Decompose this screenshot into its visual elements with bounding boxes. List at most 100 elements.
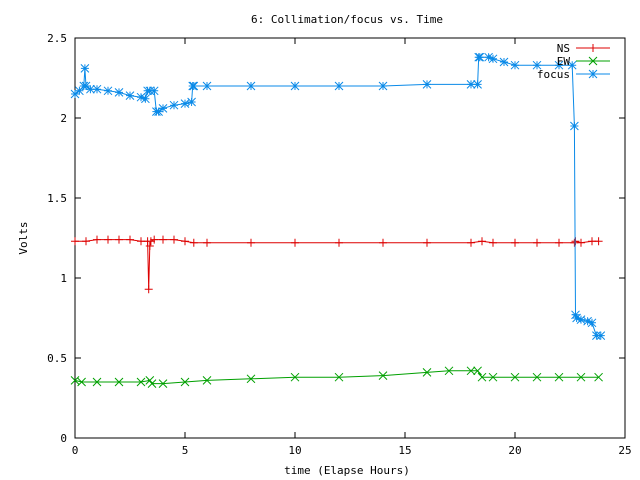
data-point xyxy=(189,238,198,247)
data-point xyxy=(422,368,432,377)
data-point xyxy=(86,84,95,94)
data-point xyxy=(592,331,601,340)
data-point xyxy=(596,331,606,340)
legend-item: focus xyxy=(537,68,610,81)
data-point xyxy=(334,81,344,91)
series-layer xyxy=(70,52,606,388)
data-point xyxy=(466,366,476,376)
y-tick-label: 1.5 xyxy=(47,192,67,205)
legend-label: EW xyxy=(557,55,571,68)
data-point xyxy=(532,372,542,382)
data-point xyxy=(583,316,592,326)
data-point xyxy=(466,80,476,89)
data-point xyxy=(588,69,598,79)
data-point xyxy=(475,52,485,62)
data-point xyxy=(92,84,102,94)
y-tick-label: 1 xyxy=(60,272,67,285)
data-point xyxy=(150,235,159,244)
data-point xyxy=(141,94,150,104)
x-tick-label: 0 xyxy=(72,444,79,457)
data-point xyxy=(147,379,157,388)
data-point xyxy=(136,92,146,102)
data-point xyxy=(422,80,432,89)
data-point xyxy=(571,310,580,320)
data-point xyxy=(93,235,101,244)
legend-item: EW xyxy=(557,55,610,68)
data-point xyxy=(114,88,124,97)
data-point xyxy=(499,57,509,67)
data-point xyxy=(488,54,498,64)
data-point xyxy=(77,377,86,387)
legend-item: NS xyxy=(557,42,610,55)
data-point xyxy=(588,56,598,66)
data-point xyxy=(378,371,388,380)
data-point xyxy=(510,60,520,70)
y-axis-label: Volts xyxy=(17,221,30,254)
data-point xyxy=(467,238,475,247)
plot-frame xyxy=(74,37,626,439)
data-point xyxy=(70,376,80,385)
data-point xyxy=(104,235,112,244)
data-point xyxy=(81,81,91,91)
data-point xyxy=(159,235,167,244)
data-point xyxy=(554,372,564,382)
chart-title: 6: Collimation/focus vs. Time xyxy=(251,13,443,26)
y-tick-label: 0.5 xyxy=(47,352,67,365)
data-point xyxy=(577,238,585,247)
data-point xyxy=(484,52,493,62)
data-point xyxy=(473,366,482,376)
data-point xyxy=(589,44,597,52)
x-tick-label: 25 xyxy=(618,444,631,457)
data-point xyxy=(576,372,586,382)
data-point xyxy=(555,238,563,247)
data-point xyxy=(247,238,255,247)
series-line xyxy=(74,56,601,337)
data-point xyxy=(126,235,134,244)
data-point xyxy=(181,237,189,246)
data-point xyxy=(290,81,300,91)
data-point xyxy=(145,242,154,250)
series-focus xyxy=(70,52,606,340)
data-point xyxy=(146,237,155,246)
series-ns xyxy=(71,235,603,294)
data-point xyxy=(187,97,196,107)
data-point xyxy=(158,379,168,388)
data-point xyxy=(202,376,212,385)
data-point xyxy=(136,377,146,387)
data-point xyxy=(203,238,211,247)
x-tick-label: 20 xyxy=(508,444,521,457)
data-point xyxy=(158,104,168,113)
data-point xyxy=(572,313,581,323)
data-point xyxy=(378,81,388,91)
data-point xyxy=(473,80,482,89)
data-point xyxy=(202,81,212,91)
data-point xyxy=(423,238,431,247)
data-point xyxy=(75,86,84,96)
data-point xyxy=(246,374,256,384)
data-point xyxy=(246,81,256,91)
data-point xyxy=(334,372,344,382)
data-point xyxy=(532,60,542,70)
y-tick-label: 2.5 xyxy=(47,32,67,45)
data-point xyxy=(587,318,597,328)
data-point xyxy=(170,235,178,244)
data-point xyxy=(70,89,80,99)
data-point xyxy=(335,238,343,247)
data-point xyxy=(291,238,299,247)
data-point xyxy=(290,372,300,382)
x-tick-label: 5 xyxy=(182,444,189,457)
data-point xyxy=(115,235,123,244)
data-point xyxy=(154,107,163,116)
axes: 0 5 10 15 20 25 0 0.5 1 1.5 2 2.5 xyxy=(47,32,632,457)
x-tick-label: 15 xyxy=(398,444,411,457)
data-point xyxy=(92,377,102,387)
data-point xyxy=(180,377,190,387)
data-point xyxy=(71,237,79,246)
data-point xyxy=(114,377,124,387)
data-point xyxy=(567,60,577,70)
data-point xyxy=(145,86,155,96)
data-point xyxy=(594,237,603,246)
series-ew xyxy=(70,366,603,388)
